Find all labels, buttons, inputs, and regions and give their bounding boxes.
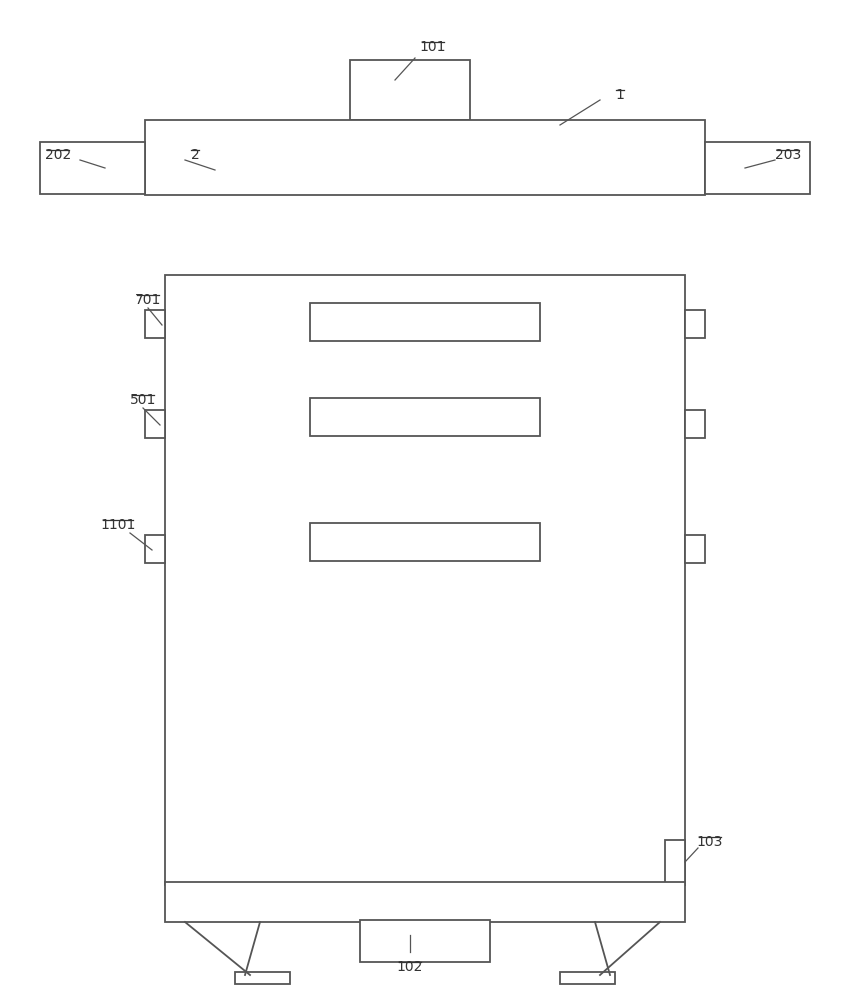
Bar bbox=[685, 535, 705, 563]
Text: 2: 2 bbox=[191, 148, 199, 162]
Text: 501: 501 bbox=[130, 393, 156, 407]
Bar bbox=[665, 840, 685, 885]
Text: 202: 202 bbox=[45, 148, 71, 162]
Text: 103: 103 bbox=[697, 835, 723, 849]
Text: 701: 701 bbox=[134, 293, 161, 307]
Text: 203: 203 bbox=[775, 148, 801, 162]
Bar bbox=[40, 142, 145, 194]
Bar bbox=[145, 535, 165, 563]
Bar bbox=[350, 60, 470, 120]
Bar bbox=[145, 410, 165, 438]
Bar bbox=[360, 920, 490, 962]
Bar bbox=[310, 398, 540, 436]
Bar bbox=[235, 972, 290, 984]
Bar bbox=[145, 120, 705, 195]
Text: 102: 102 bbox=[397, 960, 423, 974]
Bar bbox=[310, 303, 540, 341]
Bar bbox=[145, 310, 165, 338]
Bar bbox=[705, 142, 810, 194]
Text: 1101: 1101 bbox=[101, 518, 136, 532]
Bar bbox=[685, 310, 705, 338]
Bar bbox=[685, 410, 705, 438]
Bar bbox=[310, 523, 540, 561]
Text: 101: 101 bbox=[420, 40, 447, 54]
Bar bbox=[165, 275, 685, 885]
Bar bbox=[560, 972, 615, 984]
Bar bbox=[165, 882, 685, 922]
Text: 1: 1 bbox=[616, 88, 624, 102]
